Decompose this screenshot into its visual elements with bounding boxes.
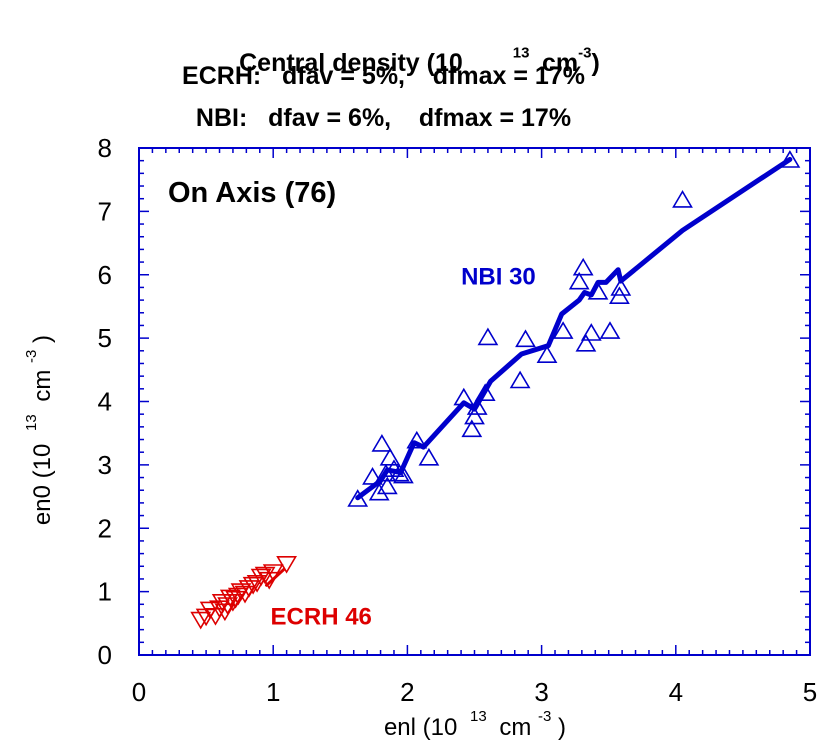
x-tick-label: 3 [534, 677, 548, 707]
nbi-30-point [672, 190, 693, 208]
x-axis-title-sup1: 13 [470, 708, 487, 725]
x-axis-title-close: ) [558, 714, 566, 741]
header-line-2: ECRH: dfav = 5%, dfmax = 17% [182, 62, 585, 90]
x-tick-label: 2 [400, 677, 414, 707]
nbi-30-point [453, 387, 475, 406]
ecrh-46-point [238, 580, 260, 598]
nbi-30-point [610, 278, 632, 296]
y-tick-label: 7 [98, 196, 112, 226]
ecrh-46-point [209, 600, 230, 619]
header-line-1-sup1: 13 [512, 44, 530, 62]
x-tick-label: 0 [132, 677, 146, 707]
y-axis-title-sup1: 13 [23, 414, 40, 431]
nbi-30-point [466, 397, 488, 415]
nbi-30-point [461, 419, 483, 438]
header-line-1-close: ) [591, 49, 600, 77]
y-tick-label: 1 [98, 577, 112, 607]
nbi-30-point [406, 430, 428, 449]
nbi-30-point [568, 271, 590, 290]
nbi-30-point [779, 150, 801, 168]
nbi-30-point [388, 463, 410, 482]
x-axis-title: enl (10 13 cm -3 ) [384, 700, 566, 741]
ecrh-46-point [242, 576, 264, 595]
nbi-30-point [362, 467, 383, 485]
nbi-30-point [393, 465, 414, 484]
ecrh-46-point [276, 555, 297, 574]
x-axis-title-base: enl (10 [384, 714, 457, 741]
y-axis-title-close: ) [29, 335, 56, 343]
chart-title: On Axis (76) [168, 177, 336, 209]
x-axis-title-unit: cm [499, 714, 531, 741]
nbi-30-fit-line [355, 156, 793, 501]
nbi-30-point [599, 321, 621, 339]
y-tick-label: 0 [98, 640, 112, 670]
plot-frame [138, 147, 811, 656]
nbi-30-point [418, 447, 440, 466]
y-axis-title-base: en0 (10 [29, 444, 56, 525]
nbi-30-point [552, 321, 574, 339]
nbi-30-point [376, 476, 398, 495]
nbi-30-point [477, 327, 499, 346]
y-tick-label: 2 [98, 513, 112, 543]
nbi-30-point [383, 459, 405, 478]
x-tick-label: 5 [803, 677, 817, 707]
header-line-3: NBI: dfav = 6%, dfmax = 17% [195, 104, 572, 132]
axes [138, 147, 811, 656]
nbi-30-point [347, 489, 369, 507]
ecrh-46-point [214, 603, 236, 622]
ecrh-46-point [250, 568, 272, 587]
x-axis-title-sup2: -3 [538, 708, 551, 725]
annotation-ecrh: ECRH 46 [271, 604, 372, 631]
annotation-nbi: NBI 30 [461, 263, 536, 290]
y-tick-label: 3 [98, 450, 112, 480]
nbi-30-point [509, 370, 531, 389]
nbi-30-point [464, 406, 485, 425]
ecrh-46-point [190, 611, 212, 630]
ecrh-46-point [262, 564, 284, 582]
nbi-30-point [536, 345, 558, 364]
header-line-1: Central density (10 13 cm-3) [0, 20, 825, 78]
header-line-1-sup2: -3 [578, 44, 592, 62]
tick-labels: 0 1 2 3 4 5 0 1 2 3 4 5 6 7 8 [98, 133, 818, 707]
ecrh-46-point [217, 597, 238, 615]
nbi-30-point [580, 323, 602, 341]
nbi-30-point [515, 329, 536, 348]
nbi-30-point [474, 383, 496, 402]
nbi-30-point [575, 333, 597, 352]
y-tick-label: 6 [98, 260, 112, 290]
y-tick-label: 4 [98, 387, 112, 417]
nbi-30-point [587, 281, 609, 300]
x-tick-label: 4 [669, 677, 683, 707]
ecrh-46-point [211, 593, 233, 612]
nbi-30-point [368, 482, 390, 501]
x-tick-label: 1 [266, 677, 280, 707]
header-line-1-unit: cm [541, 49, 579, 77]
nbi-30-point [371, 434, 393, 452]
y-axis-title-sup2: -3 [23, 350, 40, 363]
fit-lines [265, 156, 793, 587]
nbi-30-point [379, 447, 401, 466]
y-axis-title: en0 (10 13 cm -3 ) [15, 335, 56, 525]
y-tick-label: 8 [98, 133, 112, 163]
y-axis-title-unit: cm [29, 370, 56, 402]
data-markers [190, 150, 801, 630]
nbi-30-point [572, 257, 594, 276]
y-tick-label: 5 [98, 323, 112, 353]
header-line-1-main: Central density (10 [239, 49, 463, 77]
ecrh-46-point [199, 601, 221, 620]
